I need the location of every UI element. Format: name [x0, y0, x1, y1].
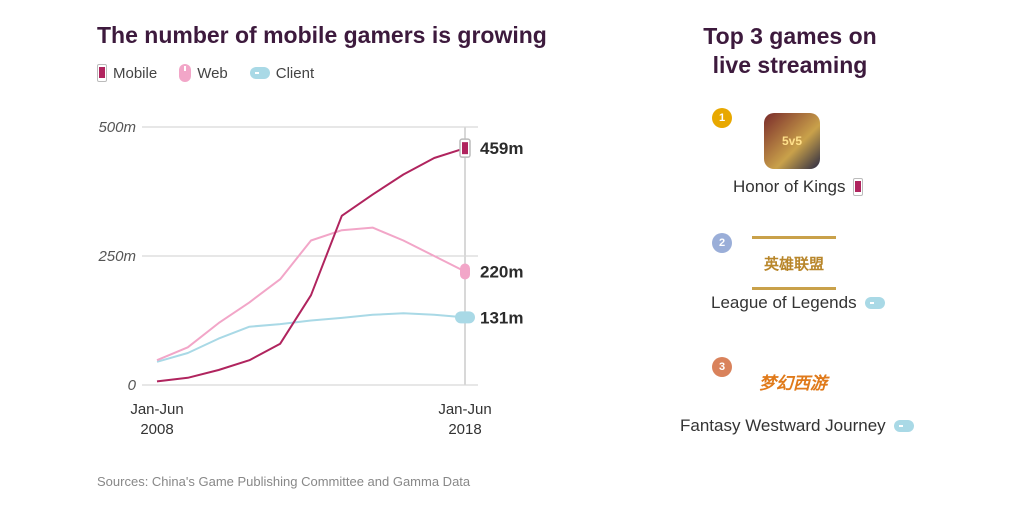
- x-tick-label: Jan-Jun: [438, 401, 491, 418]
- series-line-client: [156, 312, 466, 363]
- mouse-icon: [460, 263, 470, 280]
- mouse-icon: [179, 64, 192, 82]
- chart-legend: Mobile Web Client: [97, 64, 314, 82]
- rank-number: 1: [718, 112, 726, 124]
- x-tick-label: 2008: [140, 421, 173, 438]
- phone-icon-screen: [462, 142, 468, 155]
- top-games-title-line2: live streaming: [712, 52, 868, 78]
- end-value-label: 459m: [480, 139, 523, 158]
- gamepad-icon: [455, 311, 475, 324]
- legend-label: Web: [197, 64, 228, 82]
- game-name-1: Honor of Kings: [733, 177, 864, 197]
- top-games-title: Top 3 games on live streaming: [690, 22, 890, 80]
- chart-title: The number of mobile gamers is growing: [97, 22, 547, 48]
- game-name-text: Honor of Kings: [733, 177, 846, 196]
- rank-3-badge: 3: [712, 357, 732, 377]
- game-name-text: League of Legends: [711, 293, 857, 312]
- series-line-web: [156, 226, 466, 362]
- logo-text: 5v5: [781, 134, 803, 148]
- phone-icon: [853, 178, 864, 196]
- rank-2-badge: 2: [712, 233, 732, 253]
- legend-item-web: Web: [179, 64, 228, 82]
- x-tick-label: 2018: [448, 421, 481, 438]
- y-tick-label: 0: [128, 377, 137, 394]
- game-name-3: Fantasy Westward Journey: [680, 416, 914, 436]
- y-tick-label: 500m: [98, 119, 136, 136]
- legend-item-client: Client: [249, 64, 315, 82]
- game-name-2: League of Legends: [711, 293, 885, 313]
- logo-text: 梦幻西游: [759, 373, 827, 393]
- top-games-title-line1: Top 3 games on: [703, 23, 877, 49]
- legend-label: Client: [275, 64, 315, 82]
- rank-1-badge: 1: [712, 108, 732, 128]
- source-note: Sources: China's Game Publishing Committ…: [97, 474, 471, 489]
- game-name-text: Fantasy Westward Journey: [680, 416, 886, 435]
- rank-number: 2: [718, 237, 726, 249]
- end-value-label: 131m: [480, 308, 523, 327]
- y-tick-label: 250m: [97, 248, 136, 265]
- gamepad-icon: [893, 420, 914, 432]
- gamepad-icon: [249, 67, 270, 79]
- x-tick-label: Jan-Jun: [130, 401, 183, 418]
- fantasy-westward-journey-logo: 梦幻西游: [748, 362, 838, 400]
- line-chart: 0 250m 500m Jan-Jun 2008 Jan-Jun 2018 459m 220m 1…: [97, 119, 523, 438]
- legend-label: Mobile: [113, 64, 158, 82]
- rank-number: 3: [718, 361, 726, 373]
- series-line-mobile: [156, 147, 466, 383]
- league-of-legends-logo: 英雄联盟: [752, 236, 836, 290]
- phone-icon: [97, 64, 107, 82]
- end-value-label: 220m: [480, 262, 523, 281]
- logo-text: 英雄联盟: [763, 255, 824, 273]
- gamepad-icon: [864, 297, 885, 309]
- legend-item-mobile: Mobile: [97, 64, 157, 82]
- honor-of-kings-logo: 5v5: [764, 113, 820, 169]
